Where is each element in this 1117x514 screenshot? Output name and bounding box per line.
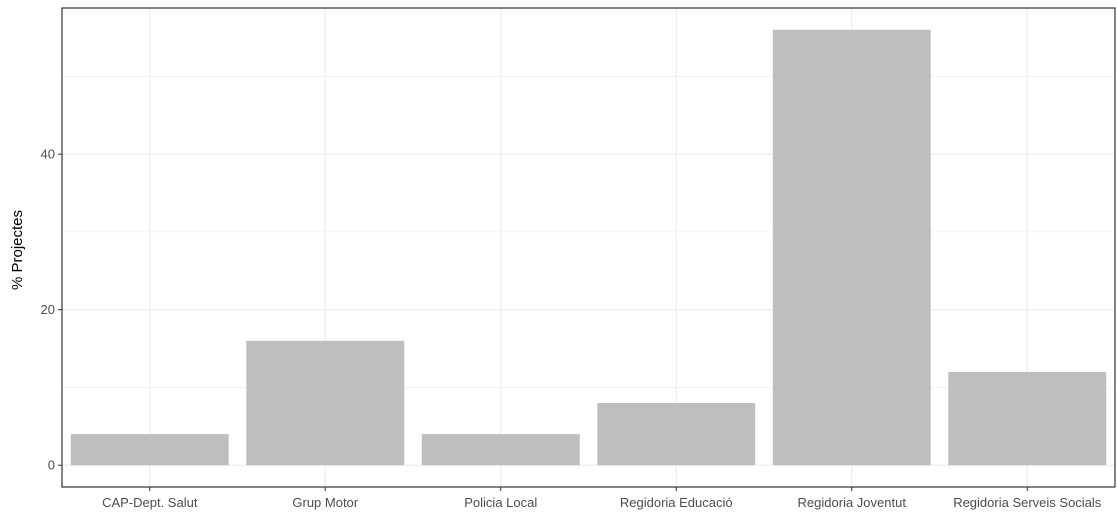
bar bbox=[70, 434, 229, 466]
y-tick-label: 40 bbox=[41, 147, 55, 162]
x-tick-label: Regidoria Educació bbox=[620, 495, 733, 510]
x-tick-label: Regidoria Joventut bbox=[798, 495, 907, 510]
bar bbox=[421, 434, 580, 466]
bar bbox=[948, 371, 1107, 466]
minor-gridlines bbox=[62, 76, 1115, 388]
y-tick-label: 0 bbox=[48, 458, 55, 473]
bars bbox=[70, 29, 1107, 466]
x-tick-label: Regidoria Serveis Socials bbox=[953, 495, 1102, 510]
x-tick-label: CAP-Dept. Salut bbox=[102, 495, 198, 510]
x-axis-ticks: CAP-Dept. Salut Grup Motor Policia Local Re… bbox=[102, 487, 1102, 510]
bar bbox=[597, 403, 756, 466]
bar bbox=[772, 29, 931, 466]
y-axis-title: % Projectes bbox=[9, 210, 26, 290]
panel-border bbox=[61, 7, 1116, 488]
y-axis-ticks: 0 20 40 bbox=[41, 147, 62, 473]
x-tick-label: Policia Local bbox=[464, 495, 537, 510]
bar bbox=[246, 340, 405, 466]
x-tick-label: Grup Motor bbox=[292, 495, 358, 510]
y-tick-label: 20 bbox=[41, 302, 55, 317]
